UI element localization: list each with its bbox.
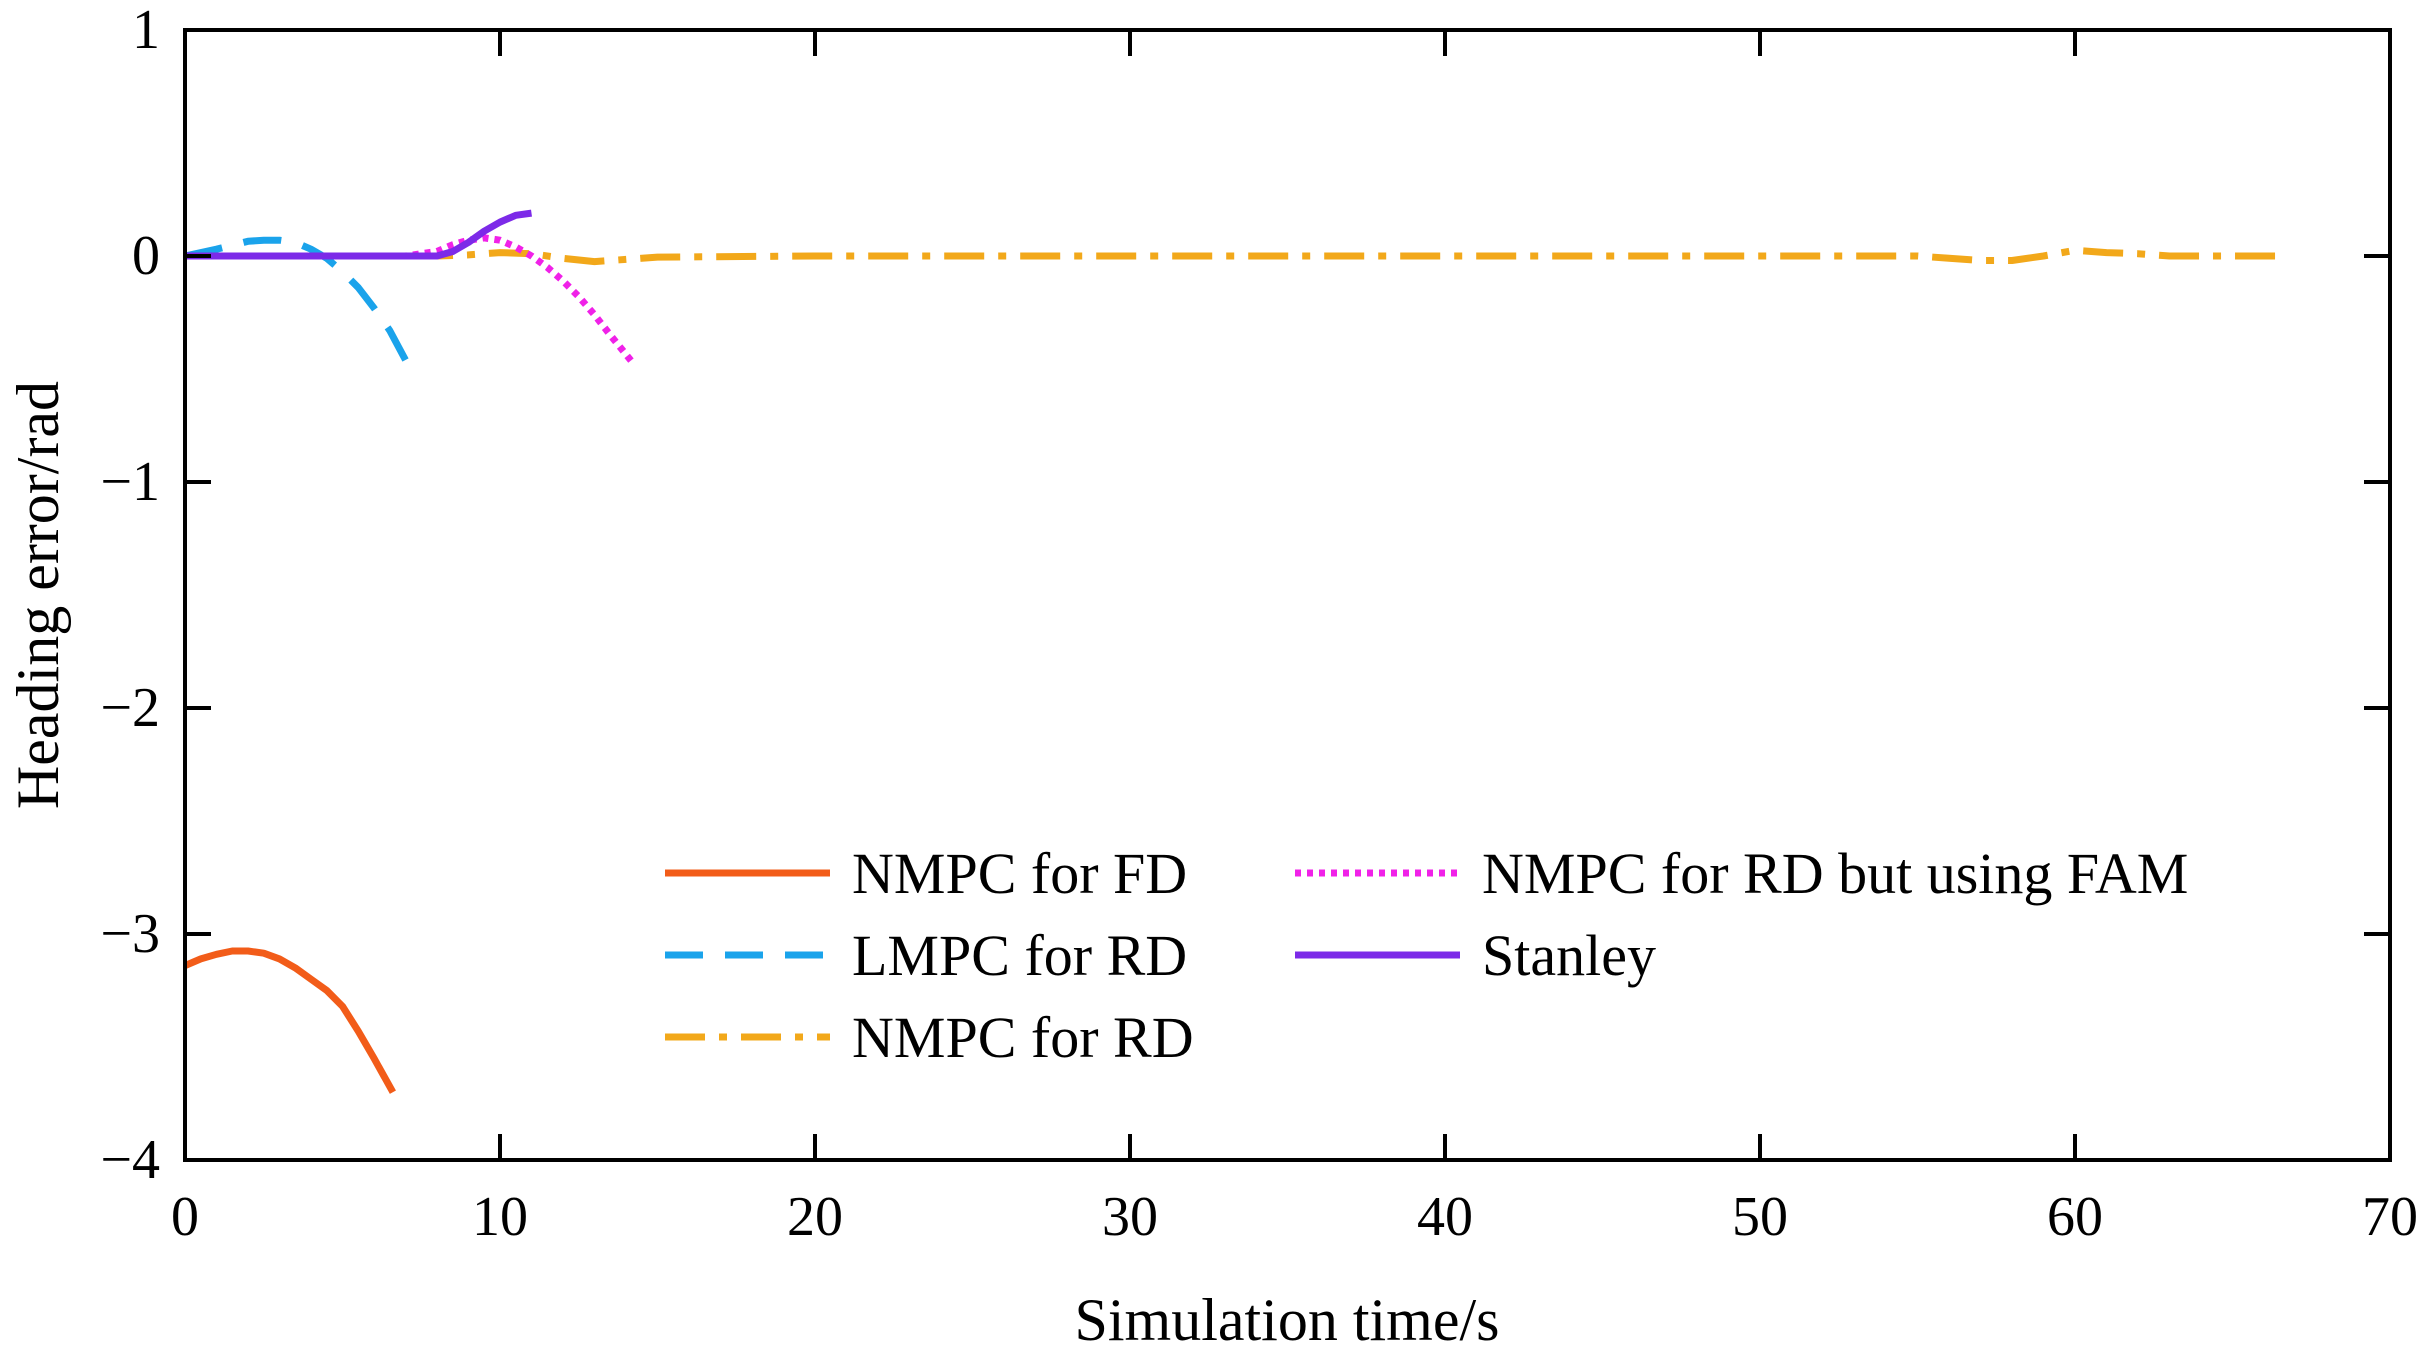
y-tick-label: 1	[132, 0, 160, 61]
y-axis-title: Heading error/rad	[5, 381, 71, 809]
plot-area-background	[185, 30, 2390, 1160]
x-tick-label: 40	[1417, 1186, 1473, 1248]
y-tick-label: −3	[100, 903, 160, 965]
x-tick-labels: 0 10 20 30 40 50 60 70	[171, 1186, 2418, 1248]
x-tick-label: 50	[1732, 1186, 1788, 1248]
series-line-stanley	[185, 209, 532, 260]
series-line-lmpc-for-rd	[184, 236, 409, 362]
legend-label: Stanley	[1482, 923, 1656, 988]
legend-label: LMPC for RD	[852, 923, 1187, 988]
legend-label: NMPC for RD but using FAM	[1482, 841, 2188, 906]
series-layer	[183, 209, 2287, 1094]
x-tick-label: 10	[472, 1186, 528, 1248]
legend: NMPC for FD LMPC for RD NMPC for RD NMPC fo…	[665, 841, 2188, 1070]
series-line-nmpc-for-fd	[183, 947, 396, 1094]
x-tick-label: 70	[2362, 1186, 2418, 1248]
series-line-nmpc-for-rd-but-using-fam	[185, 234, 636, 365]
x-tick-label: 30	[1102, 1186, 1158, 1248]
series-line-nmpc-for-rd	[185, 246, 2287, 266]
x-axis-title: Simulation time/s	[1074, 1287, 1499, 1350]
y-tick-label: −4	[100, 1129, 160, 1191]
x-tick-label: 20	[787, 1186, 843, 1248]
x-tick-label: 0	[171, 1186, 199, 1248]
plot-frame	[183, 28, 2392, 1162]
y-tick-label: 0	[132, 225, 160, 287]
y-tick-labels: −4 −3 −2 −1 0 1	[100, 0, 160, 1191]
legend-label: NMPC for FD	[852, 841, 1187, 906]
x-tick-label: 60	[2047, 1186, 2103, 1248]
legend-label: NMPC for RD	[852, 1005, 1194, 1070]
y-tick-label: −2	[100, 677, 160, 739]
y-tick-label: −1	[100, 451, 160, 513]
